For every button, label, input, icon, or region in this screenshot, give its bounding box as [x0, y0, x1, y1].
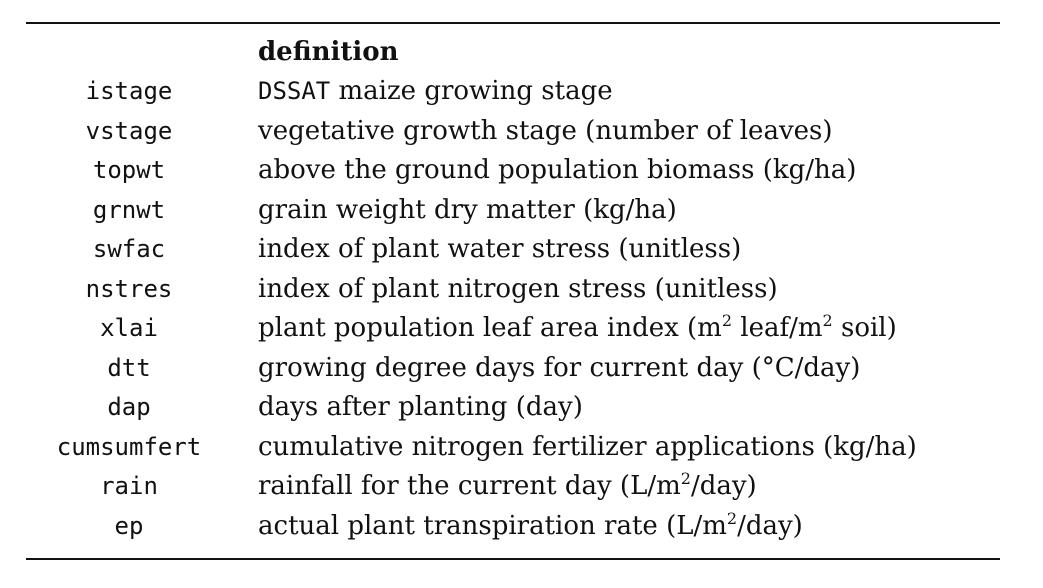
- variable-definition: DSSAT maize growing stage: [232, 72, 1000, 112]
- table-row: dtt growing degree days for current day …: [26, 348, 1000, 388]
- definition-part: /day): [690, 471, 757, 502]
- table-row: istage DSSAT maize growing stage: [26, 72, 1000, 112]
- variable-name: rain: [100, 472, 158, 501]
- variable-definition: plant population leaf area index (m2 lea…: [232, 309, 1000, 349]
- header-variable: [26, 32, 232, 72]
- variable-definition: vegetative growth stage (number of leave…: [258, 115, 833, 146]
- table-row: dap days after planting (day): [26, 388, 1000, 428]
- variable-name: topwt: [92, 156, 166, 185]
- variable-definition: index of plant nitrogen stress (unitless…: [258, 273, 778, 304]
- variable-name: cumsumfert: [56, 432, 202, 461]
- table-row: rain rainfall for the current day (L/m2/…: [26, 467, 1000, 507]
- superscript: 2: [726, 508, 738, 528]
- superscript: 2: [680, 469, 691, 489]
- variable-definition: days after planting (day): [258, 392, 583, 423]
- table-body: definition istage DSSAT maize growing st…: [26, 32, 1000, 546]
- header-definition: definition: [258, 36, 399, 67]
- variable-name: swfac: [92, 235, 166, 264]
- variable-name: ep: [114, 511, 144, 540]
- table-row: swfac index of plant water stress (unitl…: [26, 230, 1000, 270]
- variable-name: xlai: [100, 314, 158, 343]
- table-row: grnwt grain weight dry matter (kg/ha): [26, 190, 1000, 230]
- definition-part: leaf/m: [732, 313, 823, 344]
- table-row: topwt above the ground population biomas…: [26, 151, 1000, 191]
- table-row: ep actual plant transpiration rate (L/m2…: [26, 506, 1000, 546]
- variable-name: grnwt: [92, 195, 166, 224]
- superscript: 2: [721, 311, 733, 331]
- superscript: 2: [822, 311, 833, 331]
- definition-part: plant population leaf area index (m: [258, 313, 722, 344]
- variable-name: dtt: [107, 353, 151, 382]
- definition-mono: DSSAT: [258, 77, 331, 106]
- definition-part: soil): [832, 313, 897, 344]
- variable-name: nstres: [85, 274, 173, 303]
- definition-text: maize growing stage: [330, 76, 613, 107]
- table-row: vstage vegetative growth stage (number o…: [26, 111, 1000, 151]
- definition-part: /day): [737, 510, 803, 541]
- variable-name: istage: [85, 77, 173, 106]
- variable-definition: rainfall for the current day (L/m2/day): [232, 467, 1000, 507]
- variable-name: dap: [107, 393, 151, 422]
- variable-definition: grain weight dry matter (kg/ha): [258, 194, 677, 225]
- variable-definition: growing degree days for current day (°C/…: [258, 352, 861, 383]
- top-rule: [26, 22, 1000, 24]
- variables-table: definition istage DSSAT maize growing st…: [26, 22, 1000, 560]
- variable-definition: index of plant water stress (unitless): [258, 234, 742, 265]
- variable-name: vstage: [85, 116, 173, 145]
- definition-part: rainfall for the current day (L/m: [258, 471, 681, 502]
- variable-definition: above the ground population biomass (kg/…: [258, 155, 857, 186]
- table-row: nstres index of plant nitrogen stress (u…: [26, 269, 1000, 309]
- header-row: definition: [26, 32, 1000, 72]
- definition-part: actual plant transpiration rate (L/m: [258, 510, 727, 541]
- variable-definition: cumulative nitrogen fertilizer applicati…: [258, 431, 917, 462]
- variable-definition: actual plant transpiration rate (L/m2/da…: [232, 506, 1000, 546]
- table-row: cumsumfert cumulative nitrogen fertilize…: [26, 427, 1000, 467]
- table-row: xlai plant population leaf area index (m…: [26, 309, 1000, 349]
- bottom-rule: [26, 557, 1000, 560]
